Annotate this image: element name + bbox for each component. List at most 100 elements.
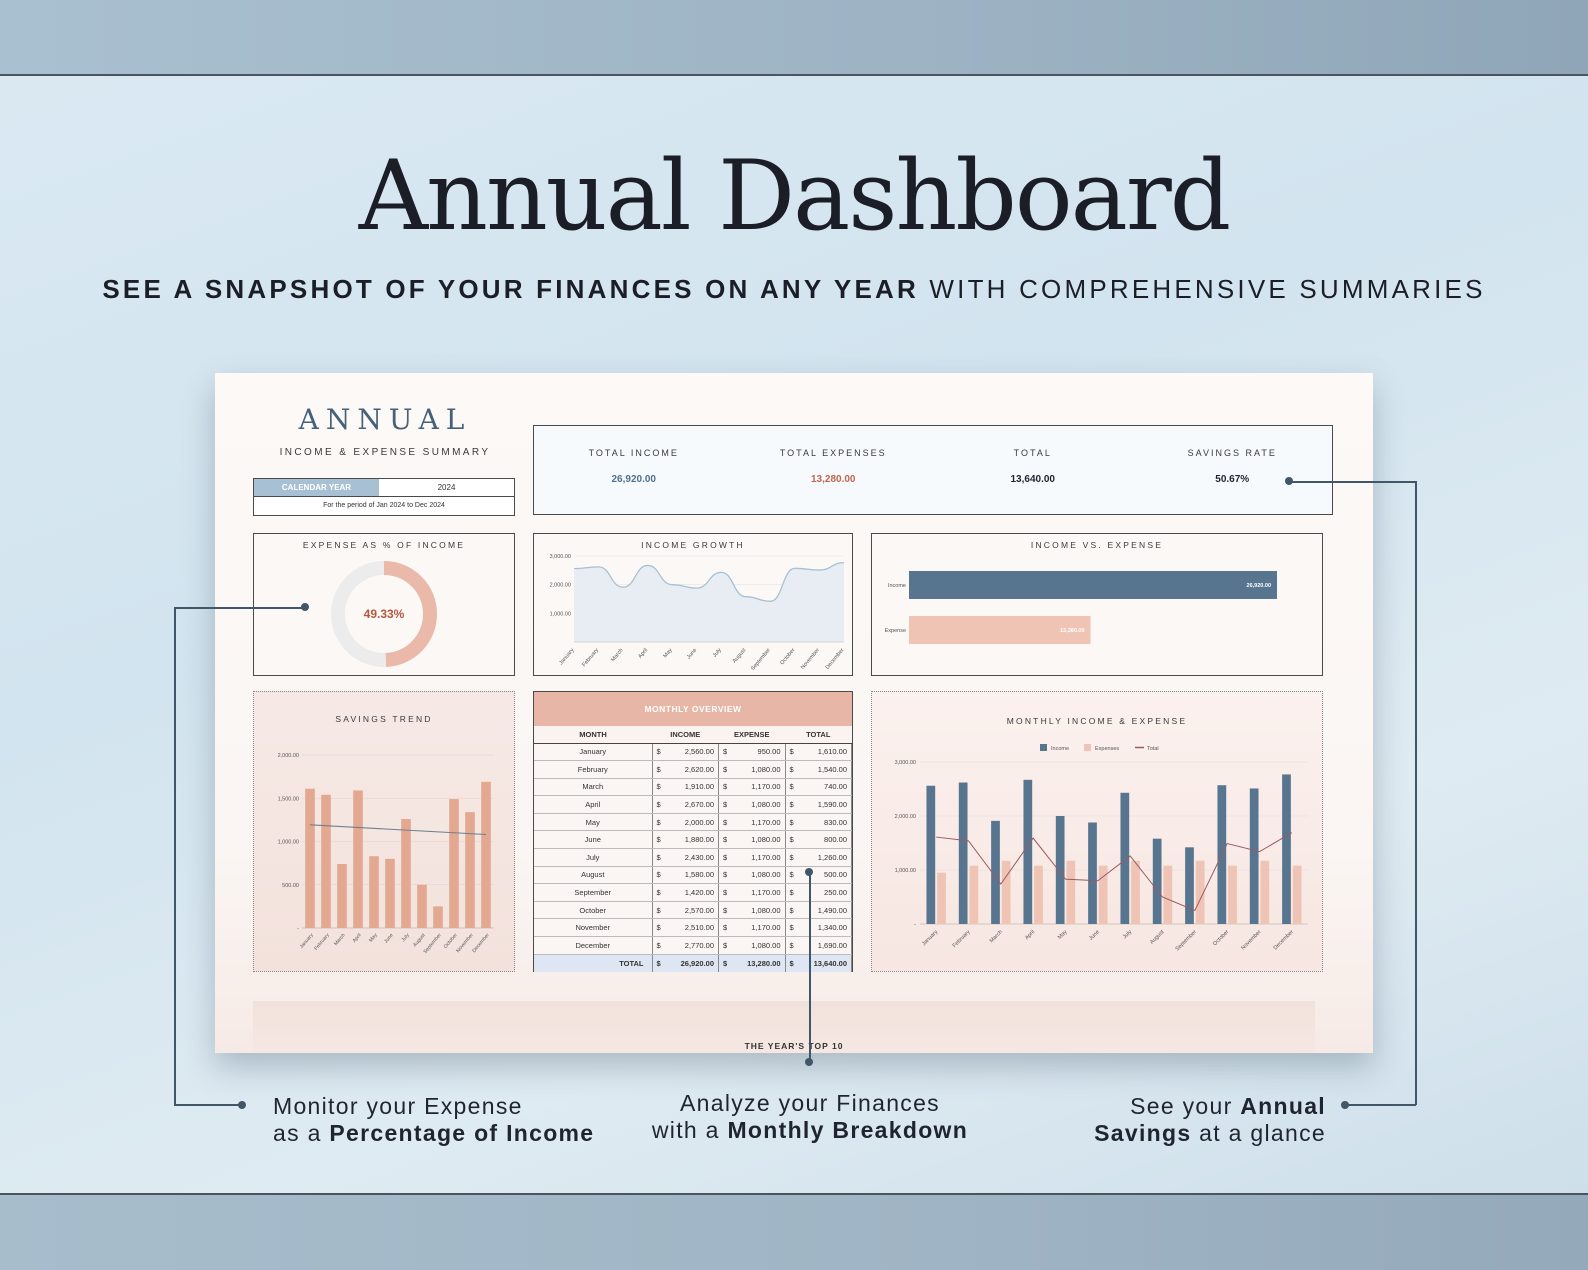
- x-tick-label: March: [610, 647, 624, 663]
- cell-amount: 1,690.00: [797, 936, 852, 955]
- callout-left-anchor-dot: [301, 603, 309, 611]
- cell-currency: $: [718, 883, 731, 902]
- cell-amount: 800.00: [797, 830, 852, 850]
- income-bar: [1120, 792, 1130, 924]
- cell-amount: 1,080.00: [730, 866, 786, 885]
- table-row: May $2,000.00 $1,170.00 $830.00: [534, 813, 852, 832]
- y-tick-label: 1,500.00: [278, 796, 299, 802]
- cell-amount: 1,080.00: [730, 830, 786, 850]
- savings-bar: [417, 884, 427, 928]
- cell-amount: 1,080.00: [730, 795, 786, 814]
- y-tick-label: 1,000.00: [895, 868, 916, 874]
- x-tick-label: June: [383, 932, 395, 944]
- expense-bar: [937, 872, 946, 924]
- hero-subtitle-rest: WITH COMPREHENSIVE SUMMARIES: [929, 274, 1486, 304]
- cell-currency: $: [785, 901, 797, 920]
- income-bar: [1282, 774, 1291, 924]
- x-tick-label: December: [825, 647, 846, 670]
- table-title: MONTHLY OVERVIEW: [534, 692, 852, 726]
- income-bar: [1023, 779, 1033, 924]
- cell-currency: $: [652, 936, 664, 955]
- savings-bar: [321, 794, 331, 928]
- savings-bar: [385, 858, 395, 928]
- savings-trend-chart: 2,000.001,500.001,000.00500.00-JanuaryFe…: [278, 753, 494, 955]
- cell-amount: 1,490.00: [797, 901, 852, 920]
- cell-currency: $: [718, 918, 731, 938]
- cell-currency: $: [718, 813, 731, 832]
- y-tick-label: 3,000.00: [550, 554, 571, 560]
- calendar-year-input[interactable]: 2024: [437, 483, 456, 492]
- x-tick-label: July: [400, 932, 411, 943]
- cell-currency: $: [652, 848, 664, 867]
- table-row: June $1,880.00 $1,080.00 $800.00: [534, 830, 852, 850]
- legend-label: Expenses: [1095, 746, 1119, 752]
- cell-currency: $: [785, 918, 797, 938]
- x-tick-label: April: [1024, 929, 1036, 941]
- x-tick-label: July: [1122, 929, 1133, 940]
- income-vs-expense-panel: INCOME VS. EXPENSE Income 26,920.00 Expens…: [871, 533, 1323, 676]
- x-tick-label: January: [558, 647, 575, 666]
- cell-month: February: [534, 760, 653, 779]
- cell-amount: 1,420.00: [664, 883, 719, 902]
- panel-title: INCOME VS. EXPENSE: [1030, 540, 1164, 550]
- kpi-value: 13,280.00: [811, 474, 856, 485]
- cell-amount: 1,080.00: [730, 901, 786, 920]
- kpi-label: TOTAL INCOME: [588, 448, 679, 458]
- x-tick-label: August: [732, 647, 748, 664]
- cell-amount: 1,540.00: [797, 760, 852, 779]
- savings-bar: [433, 906, 443, 928]
- bar-category-label: Income: [888, 583, 906, 589]
- cell-amount: 2,560.00: [664, 743, 719, 762]
- x-tick-label: November: [1240, 929, 1262, 951]
- income-bar: [991, 820, 1000, 924]
- cell-month: December: [534, 936, 653, 955]
- income-bar: [926, 785, 936, 924]
- callout-left-line2b: Percentage of Income: [329, 1120, 595, 1146]
- x-tick-label: April: [637, 647, 649, 659]
- dashboard-sheet: ANNUAL INCOME & EXPENSE SUMMARY CALENDAR…: [215, 373, 1373, 1053]
- table-row: September $1,420.00 $1,170.00 $250.00: [534, 883, 852, 902]
- y-tick-label: -: [297, 926, 299, 932]
- cell-month: June: [534, 830, 653, 850]
- table-row: January $2,560.00 $950.00 $1,610.00: [534, 743, 852, 762]
- donut-value-label: 49.33%: [364, 607, 405, 621]
- table-row: November $2,510.00 $1,170.00 $1,340.00: [534, 918, 852, 938]
- kpi-value: 13,640.00: [1010, 474, 1056, 485]
- x-tick-label: July: [712, 647, 723, 659]
- x-tick-label: March: [333, 932, 347, 947]
- expense-bar: [1034, 865, 1043, 924]
- bar-category-label: Expense: [885, 628, 906, 634]
- callout-mid-end-dot: [805, 1058, 813, 1066]
- x-tick-label: August: [1149, 929, 1166, 946]
- savings-trend-panel: SAVINGS TREND 2,000.00 1,500.00 1,000.00 50…: [253, 691, 515, 972]
- callout-right-line1a: See your: [1130, 1093, 1241, 1119]
- table-row: March $1,910.00 $1,170.00 $740.00: [534, 778, 852, 797]
- callout-right-connector: [1415, 481, 1417, 1105]
- expense-bar: [1163, 865, 1173, 924]
- savings-bar: [465, 812, 475, 928]
- savings-trendline: [309, 824, 487, 836]
- cell-amount: 2,620.00: [664, 760, 719, 779]
- legend-swatch: [1040, 744, 1047, 751]
- monthly-income-expense-panel: MONTHLY INCOME & EXPENSE 3,000.00 2,000.0…: [871, 691, 1323, 972]
- col-header-income: INCOME: [652, 726, 719, 744]
- callout-right-line1b: Annual: [1240, 1093, 1326, 1119]
- x-tick-label: June: [1088, 929, 1101, 942]
- cell-currency: $: [718, 848, 731, 867]
- callout-mid-line2a: with a: [651, 1117, 728, 1143]
- cell-currency: $: [652, 830, 664, 850]
- cell-currency: $: [718, 866, 731, 885]
- income-bar: [1249, 788, 1259, 924]
- legend-swatch: [1084, 744, 1091, 751]
- income-growth-panel: INCOME GROWTH 3,000.00 2,000.00 1,000.00 Ja…: [533, 533, 853, 676]
- legend-label: Income: [1051, 746, 1069, 752]
- cell-currency: $: [652, 954, 664, 972]
- callout-left-line2a: as a: [273, 1120, 330, 1146]
- cell-amount: 2,670.00: [664, 795, 719, 814]
- x-tick-label: April: [352, 932, 363, 944]
- panel-title: SAVINGS TREND: [335, 714, 433, 724]
- income-line: [573, 561, 845, 602]
- period-text: For the period of Jan 2024 to Dec 2024: [323, 502, 445, 509]
- sheet-title: ANNUAL: [298, 403, 472, 436]
- cell-amount: 950.00: [730, 743, 786, 762]
